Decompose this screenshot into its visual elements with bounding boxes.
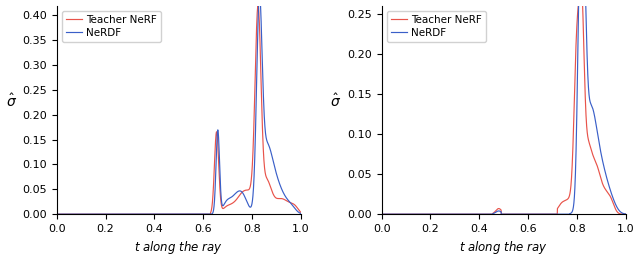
- Teacher NeRF: [53, 212, 61, 216]
- NeRDF: [591, 115, 598, 118]
- NeRDF: [406, 212, 413, 216]
- Teacher NeRF: [157, 212, 164, 216]
- Line: Teacher NeRF: Teacher NeRF: [57, 6, 301, 214]
- Legend: Teacher NeRF, NeRDF: Teacher NeRF, NeRDF: [387, 11, 486, 42]
- NeRDF: [157, 212, 164, 216]
- NeRDF: [378, 212, 385, 216]
- NeRDF: [617, 211, 625, 214]
- NeRDF: [53, 212, 61, 216]
- Teacher NeRF: [591, 158, 598, 161]
- Teacher NeRF: [482, 212, 490, 216]
- Teacher NeRF: [81, 212, 88, 216]
- NeRDF: [292, 208, 300, 211]
- Y-axis label: $\hat{\sigma}$: $\hat{\sigma}$: [6, 93, 17, 110]
- Y-axis label: $\hat{\sigma}$: $\hat{\sigma}$: [330, 93, 342, 110]
- NeRDF: [95, 212, 103, 216]
- Teacher NeRF: [406, 212, 413, 216]
- Teacher NeRF: [622, 212, 630, 216]
- NeRDF: [482, 212, 490, 216]
- NeRDF: [147, 212, 154, 216]
- Line: NeRDF: NeRDF: [381, 0, 626, 214]
- X-axis label: $t$ along the ray: $t$ along the ray: [460, 239, 548, 256]
- Teacher NeRF: [147, 212, 154, 216]
- NeRDF: [266, 146, 274, 150]
- Teacher NeRF: [95, 212, 103, 216]
- Teacher NeRF: [266, 183, 274, 186]
- NeRDF: [471, 212, 479, 216]
- Teacher NeRF: [378, 212, 385, 216]
- Line: NeRDF: NeRDF: [57, 0, 301, 214]
- NeRDF: [81, 212, 88, 216]
- Legend: Teacher NeRF, NeRDF: Teacher NeRF, NeRDF: [62, 11, 161, 42]
- Teacher NeRF: [617, 212, 625, 216]
- Line: Teacher NeRF: Teacher NeRF: [381, 0, 626, 214]
- X-axis label: $t$ along the ray: $t$ along the ray: [134, 239, 223, 256]
- NeRDF: [297, 212, 305, 215]
- NeRDF: [622, 212, 630, 216]
- NeRDF: [420, 212, 428, 216]
- Teacher NeRF: [471, 212, 479, 216]
- Teacher NeRF: [297, 211, 305, 214]
- Teacher NeRF: [420, 212, 428, 216]
- Teacher NeRF: [292, 205, 300, 208]
- Teacher NeRF: [254, 4, 262, 7]
